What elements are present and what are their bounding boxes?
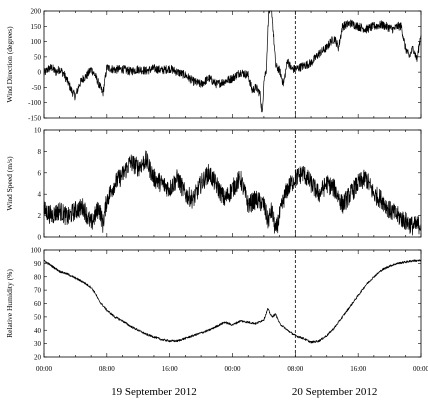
panel-frame-1: [43, 10, 422, 119]
series-line-3-1: [43, 259, 422, 344]
y-tick-label: 0: [38, 234, 42, 242]
y-tick-label: 100: [31, 38, 42, 46]
y-tick-label: -50: [32, 84, 42, 92]
y-tick-label: 40: [34, 327, 42, 335]
y-tick-label: 150: [31, 23, 42, 31]
y-tick-label: 70: [34, 287, 42, 295]
x-tick-label: 16:00: [162, 365, 178, 373]
date-label: 20 September 2012: [292, 386, 378, 398]
y-tick-label: 90: [34, 260, 42, 268]
y-tick-label: 200: [31, 8, 42, 16]
y-tick-label: 2: [38, 212, 42, 220]
date-label: 19 September 2012: [111, 386, 197, 398]
y-tick-label: -150: [28, 115, 41, 123]
y-tick-label: 100: [31, 247, 42, 255]
x-tick-label: 00:00: [36, 365, 52, 373]
x-tick-label: 00:00: [225, 365, 241, 373]
y-tick-label: 4: [38, 191, 42, 199]
x-tick-label: 00:00: [413, 365, 428, 373]
y-tick-label: 50: [34, 313, 42, 321]
y-tick-label: 8: [38, 148, 42, 156]
x-tick-label: 08:00: [287, 365, 303, 373]
y-axis-label: Relative Humidity (%): [5, 269, 14, 338]
y-tick-label: 60: [34, 300, 42, 308]
y-tick-label: 30: [34, 340, 42, 348]
x-tick-label: 08:00: [99, 365, 115, 373]
y-tick-label: 20: [34, 354, 42, 362]
y-tick-label: 0: [38, 69, 42, 77]
series-line-2-1: [43, 150, 422, 236]
y-tick-label: 80: [34, 273, 42, 281]
series-line-1-1: [43, 10, 422, 113]
y-tick-label: 10: [34, 127, 42, 135]
y-axis-label: Wind Speed (m/s): [5, 156, 14, 211]
y-tick-label: 6: [38, 169, 42, 177]
y-axis-label: Wind Direction (degrees): [5, 26, 14, 103]
x-tick-label: 16:00: [350, 365, 366, 373]
y-tick-label: -100: [28, 99, 41, 107]
y-tick-label: 50: [34, 53, 42, 61]
